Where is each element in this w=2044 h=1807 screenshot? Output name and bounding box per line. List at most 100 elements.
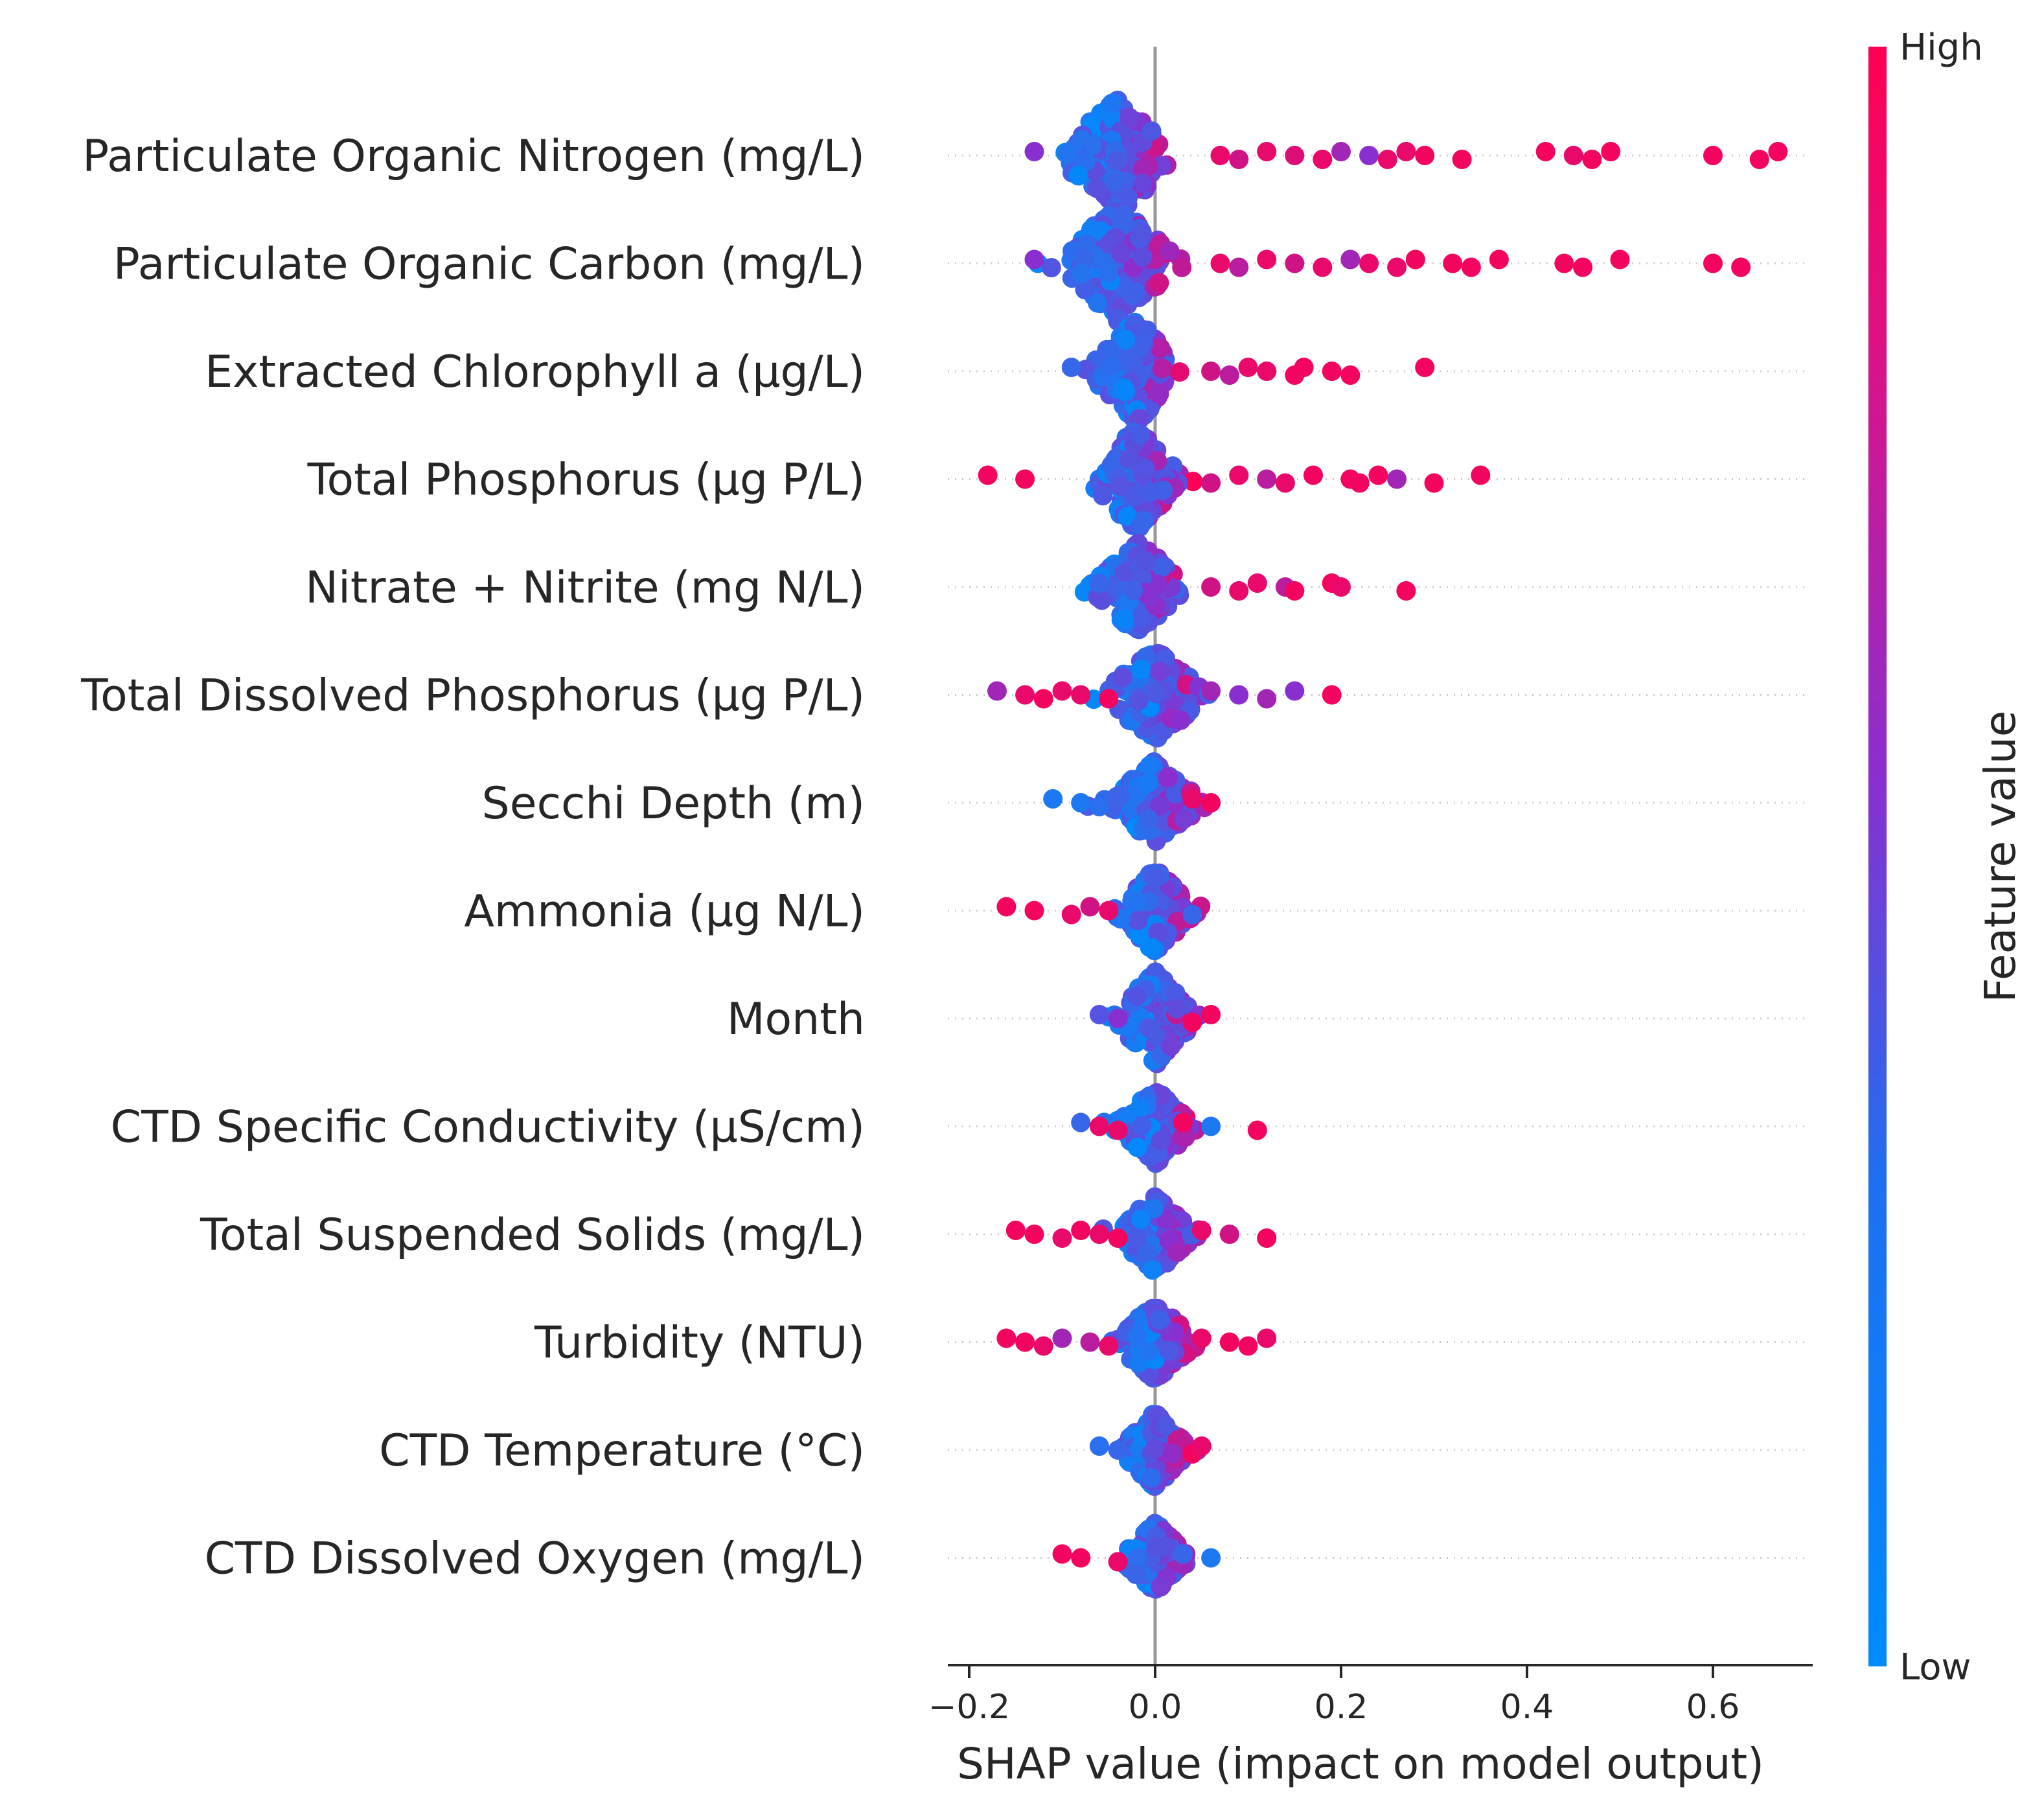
shap-point	[1129, 1099, 1149, 1119]
shap-point	[1089, 797, 1109, 816]
shap-point	[996, 1328, 1016, 1348]
shap-point	[1182, 904, 1202, 925]
shap-point	[1061, 904, 1081, 925]
shap-point	[1768, 142, 1788, 161]
shap-point	[1174, 809, 1194, 829]
shap-point	[1182, 789, 1202, 809]
shap-point	[1015, 685, 1035, 705]
shap-point	[1150, 1310, 1170, 1329]
shap-point	[1285, 681, 1305, 701]
shap-point	[1127, 892, 1147, 912]
shap-point	[1146, 684, 1166, 704]
shap-point	[1142, 1260, 1162, 1280]
shap-point	[1146, 1537, 1166, 1556]
shap-point	[1105, 450, 1125, 470]
shap-point	[1359, 253, 1379, 273]
shap-point	[1257, 362, 1277, 381]
shap-point	[1147, 1026, 1166, 1046]
shap-point	[1080, 897, 1100, 917]
shap-point	[1138, 1342, 1158, 1361]
shap-point	[1368, 465, 1388, 485]
shap-point	[1331, 577, 1351, 597]
shap-point	[1322, 685, 1342, 705]
shap-point	[1134, 459, 1154, 479]
feature-label: CTD Specific Conductivity (µS/cm)	[111, 1102, 865, 1153]
shap-point	[1601, 142, 1621, 161]
shap-point	[1201, 1548, 1221, 1568]
shap-point	[1125, 1228, 1145, 1248]
shap-point	[1349, 473, 1370, 493]
shap-point	[1201, 1116, 1221, 1136]
shap-point	[1138, 1243, 1158, 1263]
shap-point	[1089, 573, 1109, 593]
shap-point	[1161, 1036, 1181, 1056]
shap-point	[1101, 356, 1121, 376]
shap-point	[1303, 465, 1323, 485]
shap-point	[1257, 689, 1277, 709]
shap-point	[1396, 142, 1416, 161]
shap-point	[1140, 483, 1160, 503]
shap-point	[1582, 150, 1602, 169]
shap-point	[1331, 142, 1351, 161]
shap-point	[1489, 249, 1509, 270]
colorbar	[1868, 47, 1887, 1666]
shap-point	[1129, 691, 1149, 711]
shap-point	[1210, 146, 1230, 165]
shap-point	[1126, 785, 1146, 805]
feature-label: Total Phosphorus (µg P/L)	[307, 455, 865, 506]
shap-point	[1088, 293, 1108, 313]
shap-point	[1322, 362, 1342, 381]
shap-point	[1166, 983, 1186, 1003]
shap-point	[1415, 358, 1435, 377]
shap-point	[1340, 365, 1361, 385]
shap-point	[1340, 249, 1361, 270]
shap-point	[1112, 667, 1132, 687]
shap-point	[1087, 178, 1107, 198]
shap-point	[1126, 1564, 1146, 1584]
shap-point	[1136, 553, 1156, 572]
shap-point	[1275, 473, 1295, 493]
shap-point	[1247, 1120, 1267, 1140]
shap-point	[1089, 1436, 1109, 1456]
shap-point	[1257, 469, 1277, 489]
shap-point	[1238, 1336, 1258, 1356]
shap-point	[1151, 156, 1171, 176]
shap-point	[1156, 1416, 1176, 1436]
shap-point	[1169, 362, 1189, 382]
shap-point	[1452, 150, 1472, 169]
shap-point	[1074, 247, 1094, 268]
x-axis-title: SHAP value (impact on model output)	[957, 1739, 1764, 1789]
shap-point	[1058, 144, 1078, 164]
shap-point	[1257, 142, 1277, 161]
x-tick-label: 0.2	[1315, 1688, 1368, 1727]
shap-point	[1132, 332, 1153, 352]
shap-point	[1257, 1228, 1277, 1248]
shap-point	[1132, 1116, 1152, 1136]
shap-point	[1119, 450, 1139, 470]
shap-point	[1072, 264, 1092, 284]
shap-point	[1172, 1127, 1192, 1147]
shap-point	[1128, 910, 1148, 930]
shap-point	[1071, 1548, 1091, 1568]
shap-point	[1146, 868, 1166, 888]
shap-point	[1443, 253, 1463, 273]
shap-point	[1471, 465, 1491, 485]
feature-labels: Particulate Organic Nitrogen (mg/L) Parti…	[80, 131, 865, 1585]
shap-point	[1313, 150, 1333, 169]
shap-point	[1191, 1328, 1211, 1348]
shap-point	[1554, 253, 1574, 273]
shap-point	[1099, 901, 1119, 921]
shap-point	[1229, 150, 1249, 169]
shap-point	[1142, 121, 1162, 141]
shap-point	[1033, 1336, 1053, 1356]
x-axis-ticks: −0.2 0.0 0.2 0.4 0.6	[928, 1665, 1740, 1727]
shap-point	[1257, 1328, 1277, 1348]
shap-point	[1285, 253, 1305, 273]
shap-point	[1024, 249, 1044, 270]
shap-point	[1247, 573, 1267, 593]
shap-point	[1015, 1332, 1035, 1352]
feature-label: CTD Dissolved Oxygen (mg/L)	[205, 1534, 865, 1585]
shap-point	[1151, 1131, 1171, 1151]
shap-point	[1114, 563, 1134, 583]
shap-point	[1313, 257, 1333, 277]
